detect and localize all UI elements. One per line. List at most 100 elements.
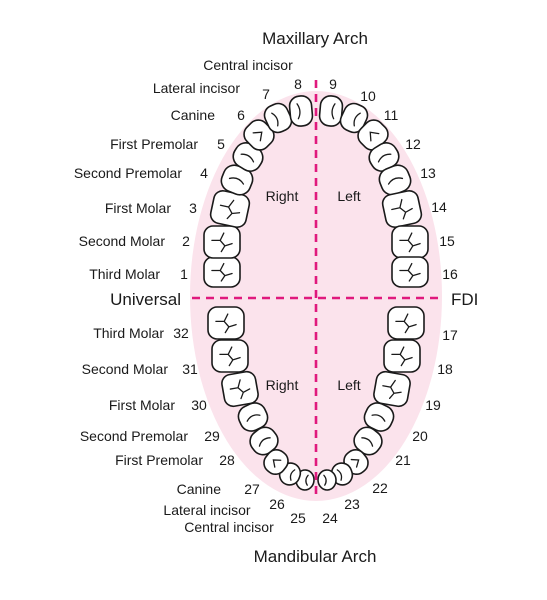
teeth	[203, 95, 429, 491]
tooth-15	[391, 225, 429, 259]
tooth-number-16: 16	[442, 266, 458, 282]
tooth-number-22: 22	[372, 480, 388, 496]
fdi-label: FDI	[451, 290, 478, 309]
tooth-groove	[371, 414, 386, 422]
tooth-24	[317, 469, 337, 491]
tooth-number-8: 8	[294, 76, 302, 92]
tooth-number-12: 12	[405, 136, 421, 152]
tooth-groove	[229, 379, 251, 400]
tooth-groove	[219, 346, 241, 367]
tooth-number-20: 20	[412, 428, 428, 444]
tooth-groove	[246, 414, 261, 422]
tooth-groove	[361, 437, 374, 447]
upper-second-molar-label: Second Molar	[79, 233, 166, 249]
tooth-groove	[350, 458, 360, 468]
tooth-groove	[382, 379, 402, 399]
tooth-17	[387, 306, 425, 340]
tooth-number-24: 24	[322, 510, 338, 526]
lower-first-premolar-label: First Premolar	[115, 452, 203, 468]
tooth-groove	[395, 313, 417, 334]
tooth-groove	[399, 232, 421, 253]
tooth-number-31: 31	[182, 361, 198, 377]
tooth-groove	[211, 232, 233, 253]
upper-third-molar-label: Third Molar	[89, 266, 160, 282]
tooth-crown	[288, 95, 314, 127]
lower-lateral-incisor-label: Lateral incisor	[163, 502, 250, 518]
tooth-number-19: 19	[425, 397, 441, 413]
tooth-groove	[219, 199, 241, 220]
tooth-4	[220, 164, 254, 196]
tooth-27	[263, 449, 289, 475]
upper-canine-label: Canine	[171, 107, 216, 123]
tooth-number-7: 7	[262, 86, 270, 102]
lower-second-molar-label: Second Molar	[82, 361, 169, 377]
tooth-groove	[391, 198, 413, 220]
tooth-19	[373, 370, 411, 408]
tooth-groove	[211, 262, 233, 282]
tooth-number-2: 2	[182, 233, 190, 249]
tooth-number-15: 15	[439, 233, 455, 249]
upper-central-incisor-label: Central incisor	[203, 57, 293, 73]
tooth-crown	[263, 449, 289, 475]
tooth-29	[237, 402, 269, 432]
tooth-28	[249, 426, 279, 456]
tooth-groove	[336, 469, 343, 481]
upper-first-premolar-label: First Premolar	[110, 136, 198, 152]
tooth-32	[207, 306, 245, 340]
tooth-groove	[289, 469, 296, 481]
lower-second-premolar-label: Second Premolar	[80, 428, 189, 444]
tooth-groove	[399, 262, 421, 282]
tooth-number-13: 13	[420, 165, 436, 181]
tooth-number-14: 14	[431, 199, 447, 215]
maxillary-arch-label: Maxillary Arch	[262, 29, 368, 48]
mandibular-arch-label: Mandibular Arch	[254, 547, 377, 566]
tooth-21	[353, 426, 383, 456]
tooth-number-3: 3	[189, 200, 197, 216]
tooth-16	[391, 256, 429, 288]
tooth-30	[221, 370, 259, 408]
tooth-number-25: 25	[290, 510, 306, 526]
lower-right-label: Right	[266, 377, 299, 393]
tooth-groove	[387, 177, 404, 185]
tooth-groove	[391, 346, 413, 367]
tooth-groove	[272, 459, 282, 468]
tooth-groove	[228, 177, 245, 185]
lower-central-incisor-label: Central incisor	[184, 519, 274, 535]
tooth-crown	[237, 402, 269, 432]
tooth-groove	[271, 112, 279, 127]
tooth-number-1: 1	[180, 266, 188, 282]
tooth-groove	[323, 474, 327, 486]
tooth-10	[339, 102, 369, 134]
lower-canine-label: Canine	[177, 481, 222, 497]
tooth-crown	[339, 102, 369, 134]
tooth-groove	[331, 103, 336, 120]
upper-lateral-incisor-label: Lateral incisor	[153, 80, 240, 96]
lower-first-molar-label: First Molar	[109, 397, 175, 413]
tooth-number-10: 10	[360, 88, 376, 104]
tooth-groove	[240, 153, 255, 163]
tooth-crown	[263, 102, 293, 134]
tooth-groove	[252, 131, 263, 142]
tooth-number-26: 26	[269, 496, 285, 512]
tooth-number-27: 27	[244, 481, 260, 497]
tooth-number-5: 5	[217, 136, 225, 152]
tooth-7	[263, 102, 293, 134]
tooth-groove	[369, 131, 380, 142]
tooth-18	[383, 339, 421, 373]
tooth-number-32: 32	[173, 325, 189, 341]
tooth-crown	[318, 95, 344, 127]
tooth-number-9: 9	[329, 76, 337, 92]
tooth-crown	[317, 469, 337, 491]
upper-second-premolar-label: Second Premolar	[74, 165, 183, 181]
tooth-groove	[215, 313, 237, 334]
tooth-number-29: 29	[204, 428, 220, 444]
upper-left-label: Left	[337, 188, 360, 204]
tooth-number-23: 23	[344, 496, 360, 512]
upper-right-label: Right	[266, 188, 299, 204]
universal-label: Universal	[110, 290, 181, 309]
tooth-groove	[377, 153, 392, 163]
tooth-3	[209, 189, 251, 229]
tooth-2	[203, 225, 241, 259]
tooth-number-4: 4	[200, 165, 208, 181]
tooth-groove	[305, 474, 309, 486]
